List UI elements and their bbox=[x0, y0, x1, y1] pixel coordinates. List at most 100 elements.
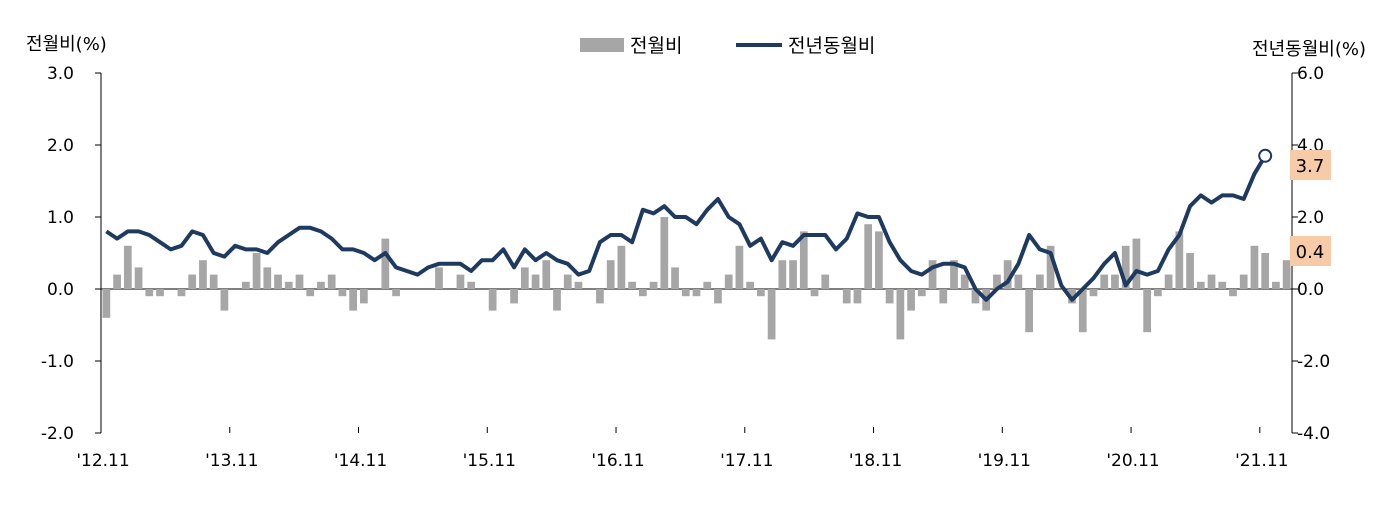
bar bbox=[799, 231, 808, 289]
bar bbox=[778, 260, 787, 289]
right-tick-label: 6.0 bbox=[1297, 64, 1324, 84]
legend: 전월비 전년동월비 bbox=[580, 35, 875, 57]
bar bbox=[821, 274, 830, 289]
bar bbox=[928, 260, 937, 289]
bar bbox=[628, 281, 636, 289]
bar bbox=[531, 274, 540, 289]
bar bbox=[896, 289, 905, 340]
x-tick-label: '13.11 bbox=[205, 451, 258, 471]
x-tick-label: '20.11 bbox=[1106, 451, 1159, 471]
bar bbox=[467, 281, 476, 289]
bar bbox=[392, 289, 400, 297]
bar bbox=[681, 289, 690, 297]
bar bbox=[542, 260, 551, 289]
bar bbox=[789, 260, 797, 289]
callout-bar-value: 0.4 bbox=[1296, 242, 1325, 263]
bar bbox=[885, 289, 894, 304]
callouts: 3.7 0.4 bbox=[1258, 148, 1331, 266]
bar bbox=[295, 274, 304, 289]
bar bbox=[735, 245, 744, 289]
left-tick-label: -1.0 bbox=[41, 352, 74, 372]
bar bbox=[263, 267, 272, 289]
bar bbox=[1164, 274, 1173, 289]
bar bbox=[1121, 245, 1130, 289]
legend-item-bar: 전월비 bbox=[630, 35, 682, 57]
bar bbox=[971, 289, 980, 304]
bar bbox=[853, 289, 862, 304]
bar bbox=[488, 289, 497, 311]
left-tick-label: 2.0 bbox=[47, 136, 74, 156]
bar bbox=[123, 245, 132, 289]
bar bbox=[381, 238, 390, 289]
bar bbox=[606, 260, 615, 289]
bar bbox=[638, 289, 647, 297]
bar bbox=[1132, 238, 1141, 289]
x-tick-label: '19.11 bbox=[978, 451, 1031, 471]
bar bbox=[1025, 289, 1033, 333]
bar bbox=[714, 289, 722, 304]
bar bbox=[349, 289, 358, 311]
bar bbox=[649, 281, 658, 289]
callout-line-value: 3.7 bbox=[1296, 156, 1325, 177]
line-series bbox=[105, 154, 1267, 302]
bar bbox=[145, 289, 154, 297]
bar bbox=[327, 274, 336, 289]
bar bbox=[252, 253, 261, 289]
left-tick-label: -2.0 bbox=[41, 424, 74, 444]
bar-series bbox=[102, 217, 1291, 340]
bar bbox=[864, 224, 873, 289]
bar bbox=[1003, 260, 1012, 289]
bar bbox=[1196, 281, 1205, 289]
bar bbox=[241, 281, 250, 289]
bar bbox=[284, 281, 293, 289]
bar bbox=[875, 231, 883, 289]
bar bbox=[317, 281, 325, 289]
bar bbox=[188, 274, 197, 289]
bar bbox=[1078, 289, 1087, 333]
left-tick-label: 3.0 bbox=[47, 64, 74, 84]
bar bbox=[274, 274, 282, 289]
bar bbox=[1014, 274, 1023, 289]
right-tick-label: -2.0 bbox=[1297, 352, 1330, 372]
bar bbox=[1068, 289, 1076, 304]
bar bbox=[757, 289, 765, 297]
bar bbox=[102, 289, 111, 318]
x-tick-label: '16.11 bbox=[591, 451, 644, 471]
bar bbox=[1239, 274, 1248, 289]
bar bbox=[338, 289, 347, 297]
bar bbox=[1111, 274, 1119, 289]
bar bbox=[1143, 289, 1152, 333]
bar bbox=[703, 281, 712, 289]
callout-line-box bbox=[1290, 150, 1331, 180]
bar bbox=[209, 274, 218, 289]
callout-bar-box bbox=[1290, 236, 1331, 266]
bar bbox=[435, 267, 443, 289]
axes: 3.02.01.00.0-1.0-2.06.04.02.00.0-2.0-4.0… bbox=[41, 64, 1330, 471]
bar bbox=[1100, 274, 1109, 289]
bar bbox=[939, 289, 948, 304]
bar bbox=[724, 274, 733, 289]
bar bbox=[1046, 245, 1055, 289]
legend-bar-swatch bbox=[580, 38, 624, 52]
bar bbox=[810, 289, 819, 297]
bar bbox=[199, 260, 207, 289]
right-tick-label: 0.0 bbox=[1297, 280, 1324, 300]
bar bbox=[1282, 260, 1291, 289]
x-tick-label: '21.11 bbox=[1235, 451, 1288, 471]
bar bbox=[220, 289, 229, 311]
bar bbox=[1261, 253, 1270, 289]
bar bbox=[671, 267, 679, 289]
line-path bbox=[105, 154, 1267, 302]
bar bbox=[917, 289, 926, 297]
x-tick-label: '12.11 bbox=[76, 451, 129, 471]
bar bbox=[660, 217, 669, 289]
right-axis-title: 전년동월비(%) bbox=[1252, 39, 1366, 60]
bar bbox=[950, 260, 958, 289]
x-tick-label: '18.11 bbox=[849, 451, 902, 471]
bar bbox=[553, 289, 561, 311]
bar bbox=[360, 289, 368, 304]
left-tick-label: 1.0 bbox=[47, 208, 74, 228]
bar bbox=[1175, 231, 1184, 289]
bar bbox=[993, 274, 1001, 289]
